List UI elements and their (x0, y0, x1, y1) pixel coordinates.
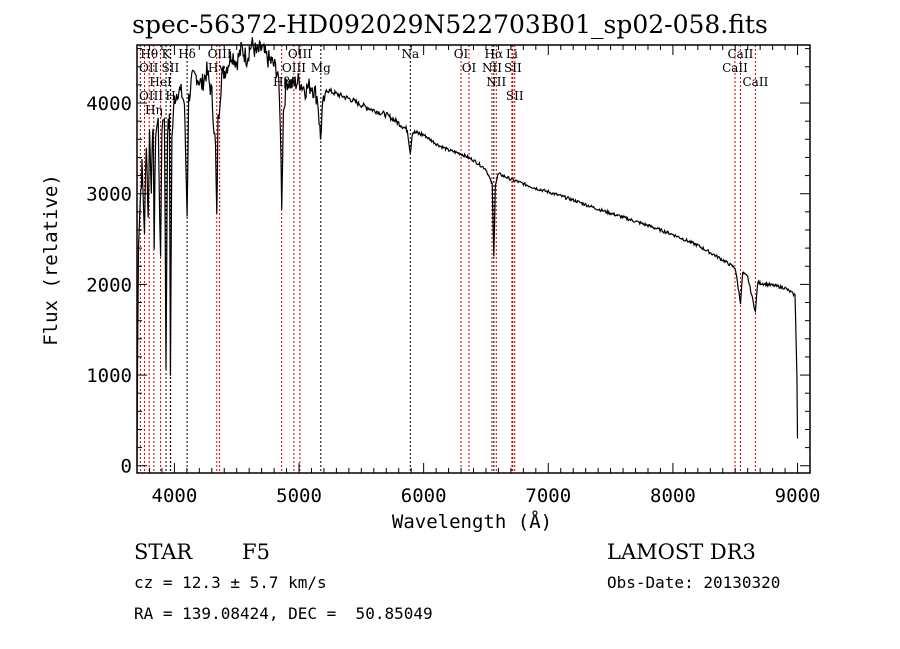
line-label: OIII (139, 89, 163, 103)
line-label: Hδ (178, 47, 196, 61)
redshift-text: cz = 12.3 ± 5.7 km/s (134, 573, 327, 592)
x-axis-label: Wavelength (Å) (392, 510, 552, 533)
y-tick-label: 4000 (86, 93, 132, 115)
line-label: Hη (145, 103, 163, 117)
line-label: CaII (722, 61, 748, 75)
x-tick-label: 4000 (152, 485, 198, 507)
y-tick-label: 3000 (86, 184, 132, 206)
line-label: Hβ (273, 75, 290, 89)
line-label: CaII (728, 47, 754, 61)
line-label: K (162, 47, 172, 61)
line-label: NII (486, 75, 506, 89)
object-subclass: F5 (242, 540, 270, 564)
line-label: OIII (288, 47, 312, 61)
line-label: SII (506, 89, 524, 103)
obs-date: Obs-Date: 20130320 (607, 573, 781, 592)
line-label: SII (504, 61, 522, 75)
line-label: CaII (743, 75, 769, 89)
y-tick-label: 0 (121, 456, 132, 478)
x-tick-label: 7000 (525, 485, 571, 507)
coordinates-text: RA = 139.08424, DEC = 50.85049 (134, 604, 433, 623)
line-label: Li (506, 47, 518, 61)
x-tick-label: 9000 (775, 485, 821, 507)
x-tick-label: 8000 (650, 485, 696, 507)
x-tick-label: 5000 (276, 485, 322, 507)
line-label: Na (402, 47, 420, 61)
spectrum-line (136, 37, 799, 466)
line-label: H (165, 89, 175, 103)
y-tick-label: 1000 (86, 365, 132, 387)
line-label: HeI (149, 75, 172, 89)
chart-title: spec-56372-HD092029N522703B01_sp02-058.f… (132, 10, 768, 39)
line-label: OIII (208, 47, 232, 61)
line-label: OI (454, 47, 469, 61)
y-tick-label: 2000 (86, 274, 132, 296)
y-axis-label: Flux (relative) (40, 174, 62, 346)
line-label: OIII (282, 61, 306, 75)
x-tick-label: 6000 (401, 485, 447, 507)
line-label: NII (482, 61, 502, 75)
line-label: SII (162, 61, 180, 75)
axis-ticks: 4000 5000 6000 7000 8000 9000 0 1000 2000 3000 400… (86, 45, 820, 507)
line-label: Hα (485, 47, 504, 61)
emission-line-markers (139, 45, 756, 473)
line-label: OII (139, 61, 159, 75)
line-label: Hθ (140, 47, 158, 61)
line-label: Mg (311, 61, 331, 75)
line-label: OI (462, 61, 477, 75)
line-label: Hγ (208, 61, 226, 75)
object-class: STAR (134, 540, 193, 564)
survey-name: LAMOST DR3 (607, 540, 756, 564)
plot-frame (136, 44, 811, 474)
